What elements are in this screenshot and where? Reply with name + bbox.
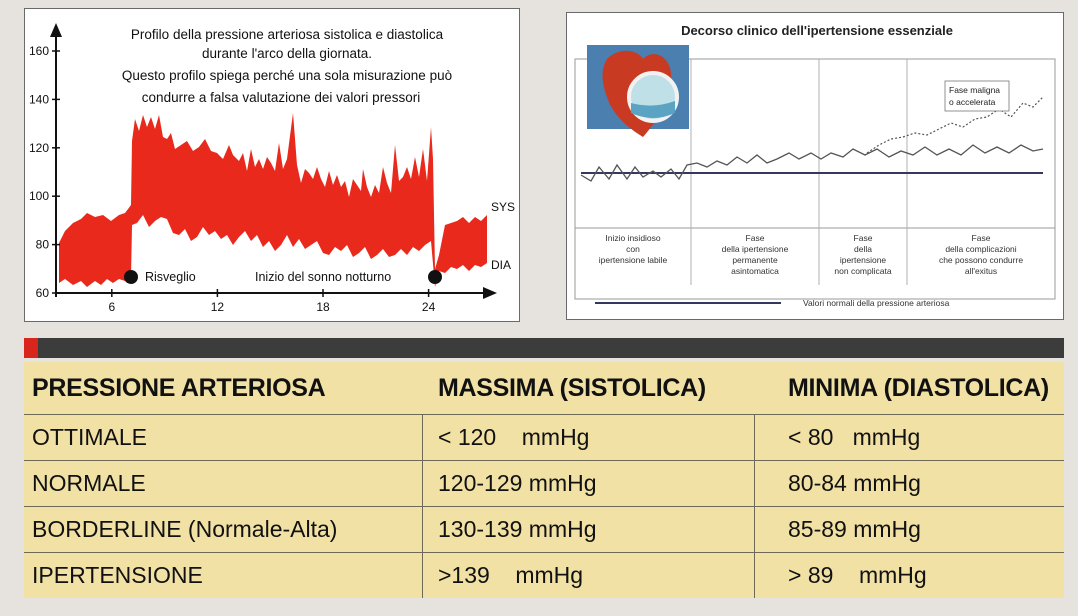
row-label: NORMALE	[32, 470, 146, 496]
phase-caption-line: asintomatica	[731, 266, 779, 276]
y-tick-label: 140	[29, 92, 49, 106]
chart-title-line-3: Questo profilo spiega perché una sola mi…	[122, 68, 452, 83]
x-tick-label: 6	[108, 300, 115, 314]
header-massima: MASSIMA (SISTOLICA)	[438, 373, 706, 402]
sleep-label: Inizio del sonno notturno	[255, 270, 391, 284]
x-tick-label: 18	[316, 300, 330, 314]
phase-caption-line: permanente	[732, 255, 778, 265]
y-tick-label: 160	[29, 44, 49, 58]
malignant-annotation-box	[944, 80, 1010, 112]
table-row: OTTIMALE < 120 mmHg < 80 mmHg	[24, 415, 1064, 460]
pressure-band	[59, 113, 487, 287]
course-title: Decorso clinico dell'ipertensione essenz…	[681, 23, 953, 38]
pressure-profile-svg: 160 140 120 100 80 60 6 12 18 24 Profilo della p…	[29, 23, 515, 314]
heart-illustration	[587, 45, 689, 137]
header-minima: MINIMA (DIASTOLICA)	[788, 373, 1049, 402]
x-tick-label: 24	[422, 300, 436, 314]
red-accent-block	[24, 338, 38, 358]
table-row: NORMALE 120-129 mmHg 80-84 mmHg	[24, 461, 1064, 506]
course-line	[580, 144, 1044, 182]
phase-caption-line: della ipertensione	[722, 244, 789, 254]
annotation-line-1: Fase maligna	[949, 85, 1000, 95]
column-divider-1	[422, 414, 423, 598]
x-axis-arrow	[483, 287, 497, 299]
row-diastolic: < 80 mmHg	[788, 424, 921, 450]
header-pressione: PRESSIONE ARTERIOSA	[32, 373, 326, 402]
column-divider-2	[754, 414, 755, 598]
clinical-course-svg: Decorso clinico dell'ipertensione essenz…	[574, 23, 1056, 308]
wake-marker	[124, 270, 138, 284]
row-diastolic: 80-84 mmHg	[788, 470, 921, 496]
phase-caption-line: ipertensione	[840, 255, 887, 265]
phase-caption-line: all'exitus	[965, 266, 997, 276]
chart-title-line-4: condurre a falsa valutazione dei valori …	[142, 90, 420, 105]
phase-caption-line: ipertensione labile	[599, 255, 668, 265]
row-systolic: 120-129 mmHg	[438, 470, 597, 496]
malignant-phase-line	[866, 96, 1044, 154]
row-systolic: < 120 mmHg	[438, 424, 590, 450]
wake-label: Risveglio	[145, 270, 196, 284]
y-tick-label: 80	[36, 238, 50, 252]
sleep-marker	[428, 270, 442, 284]
table-header-row: PRESSIONE ARTERIOSA MASSIMA (SISTOLICA) …	[24, 362, 1064, 414]
phase-caption-line: Fase	[746, 233, 765, 243]
chart-title-line-2: durante l'arco della giornata.	[202, 46, 372, 61]
row-systolic: >139 mmHg	[438, 562, 584, 588]
row-diastolic: 85-89 mmHg	[788, 516, 921, 542]
phase-caption-line: non complicata	[834, 266, 891, 276]
phase-caption-line: Inizio insidioso	[605, 233, 661, 243]
clinical-course-chart: Decorso clinico dell'ipertensione essenz…	[566, 12, 1064, 320]
table-rule	[24, 460, 1064, 461]
table-row: IPERTENSIONE >139 mmHg > 89 mmHg	[24, 553, 1064, 598]
section-divider-strip	[24, 338, 1064, 358]
row-label: BORDERLINE (Normale-Alta)	[32, 516, 338, 542]
phase-caption-line: Fase	[854, 233, 873, 243]
legend-label: Valori normali della pressione arteriosa	[803, 298, 950, 308]
row-diastolic: > 89 mmHg	[788, 562, 927, 588]
phase-caption-line: della complicazioni	[945, 244, 1016, 254]
pressure-profile-chart: 160 140 120 100 80 60 6 12 18 24 Profilo della p…	[24, 8, 520, 322]
chart-title-line-1: Profilo della pressione arteriosa sistol…	[131, 27, 444, 42]
y-tick-label: 100	[29, 189, 49, 203]
phase-caption-line: Fase	[972, 233, 991, 243]
table-rule	[24, 414, 1064, 415]
pressure-classification-table: PRESSIONE ARTERIOSA MASSIMA (SISTOLICA) …	[24, 362, 1064, 598]
table-rule	[24, 506, 1064, 507]
sys-label: SYS	[491, 200, 515, 214]
annotation-line-2: o accelerata	[949, 97, 996, 107]
phase-caption-line: della	[854, 244, 872, 254]
row-label: OTTIMALE	[32, 424, 148, 450]
y-tick-label: 60	[36, 286, 50, 300]
phase-caption-line: con	[626, 244, 640, 254]
table-row: BORDERLINE (Normale-Alta) 130-139 mmHg 8…	[24, 507, 1064, 552]
phase-caption-line: che possono condurre	[939, 255, 1023, 265]
row-systolic: 130-139 mmHg	[438, 516, 597, 542]
row-label: IPERTENSIONE	[32, 562, 203, 588]
dia-label: DIA	[491, 258, 511, 272]
x-tick-label: 12	[211, 300, 225, 314]
y-axis-arrow	[50, 23, 62, 37]
y-tick-label: 120	[29, 141, 49, 155]
course-frame	[574, 58, 1056, 300]
table-rule	[24, 552, 1064, 553]
